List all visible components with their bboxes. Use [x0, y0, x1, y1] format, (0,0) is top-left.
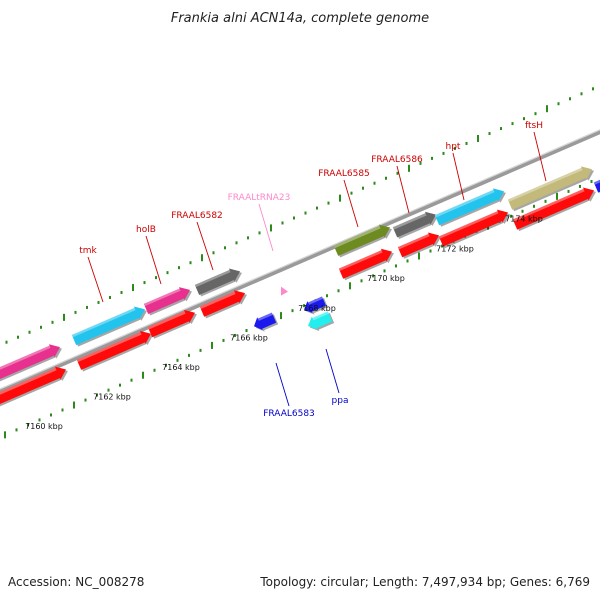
gene-tmk [71, 306, 147, 347]
backbone-highlight [0, 129, 600, 390]
summary-text: Topology: circular; Length: 7,497,934 bp… [259, 575, 590, 589]
gene-label-FRAAL6582[interactable]: FRAAL6582 [171, 211, 223, 221]
scale-label: 7166 kbp [230, 333, 268, 342]
gene-label-FRAAL6583[interactable]: FRAAL6583 [263, 409, 315, 419]
cds-arrow [338, 248, 394, 281]
backbone [0, 129, 600, 394]
gene-label-hpt[interactable]: hpt [446, 142, 461, 152]
cds-arrow [147, 309, 197, 339]
scale-label: 7168 kbp [298, 304, 336, 313]
gene-ppa-adjacent [304, 296, 328, 315]
scale-labels: 7160 kbp 7162 kbp 7164 kbp 7166 kbp 7168 kbp… [25, 215, 543, 431]
leader-line [533, 131, 547, 182]
gene-features [0, 166, 600, 409]
leader-line [396, 165, 410, 214]
gene-FRAAL6585 [333, 224, 392, 258]
cds-arrow [512, 187, 596, 232]
gene-left-pink [0, 344, 62, 384]
gene-label-ppa[interactable]: ppa [332, 396, 349, 406]
gene-label-FRAALtRNA23[interactable]: FRAALtRNA23 [228, 193, 291, 203]
accession-text: Accession: NC_008278 [8, 575, 144, 589]
gene-holB [143, 287, 192, 316]
leader-line [258, 203, 274, 252]
gene-FRAAL6583 [254, 312, 279, 332]
gene-FRAAL6582 [194, 268, 242, 297]
scale-label: 7162 kbp [93, 393, 131, 402]
leader-line [145, 235, 162, 285]
label-leader-lines [87, 131, 547, 407]
scale-label: 7174 kbp [505, 215, 543, 224]
scale-label: 7164 kbp [162, 363, 200, 372]
scale-label: 7160 kbp [25, 422, 63, 431]
leader-line [87, 256, 104, 303]
cds-arrow [397, 232, 441, 259]
cds-arrow [438, 209, 510, 249]
gene-label-holB[interactable]: holB [136, 225, 156, 235]
map-title: Frankia alni ACN14a, complete genome [171, 11, 429, 26]
backbone-line [0, 129, 600, 394]
scale-label: 7172 kbp [436, 244, 474, 253]
cds-arrow [199, 290, 247, 319]
scale-label: 7170 kbp [367, 274, 405, 283]
gene-FRAAL6586 [392, 211, 438, 239]
cds-arrow [76, 330, 153, 372]
gene-label-FRAAL6586[interactable]: FRAAL6586 [371, 155, 423, 165]
gene-labels: tmk holB FRAAL6582 FRAALtRNA23 FRAAL6583 ppa F… [79, 121, 543, 419]
gene-label-FRAAL6585[interactable]: FRAAL6585 [318, 169, 370, 179]
leader-line [452, 152, 465, 201]
gene-ftsH [507, 166, 594, 212]
gene-label-ftsH[interactable]: ftsH [525, 121, 543, 131]
trna-feature [281, 286, 288, 296]
leader-line [325, 348, 340, 394]
gene-ppa [308, 311, 335, 332]
leader-line [343, 179, 359, 228]
leader-line [196, 221, 214, 271]
gene-hpt [434, 188, 506, 227]
gene-label-tmk[interactable]: tmk [79, 246, 97, 256]
cds-arrow [0, 366, 68, 409]
leader-line [275, 362, 290, 407]
